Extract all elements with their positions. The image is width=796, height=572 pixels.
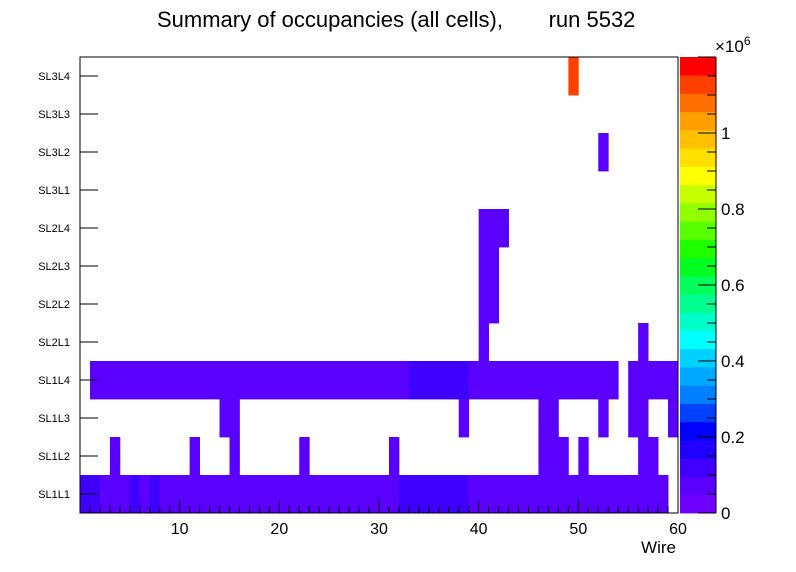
heatmap-cells <box>80 57 679 514</box>
heatmap-cell-sl1l1 <box>448 475 470 514</box>
heatmap-cell-sl1l2 <box>109 437 121 476</box>
heatmap-cell-sl3l2 <box>598 133 609 172</box>
palette-swatch <box>680 166 716 186</box>
z-tick-label: 0.4 <box>721 352 745 371</box>
heatmap-cell-sl1l2 <box>578 437 589 476</box>
wire-axis: 10 20 30 40 50 60 <box>79 500 687 538</box>
layer-label: SL3L2 <box>38 147 70 159</box>
palette-swatch <box>680 202 716 222</box>
layer-label: SL1L2 <box>38 451 70 463</box>
palette-swatch <box>680 129 716 149</box>
heatmap-cell-sl1l3 <box>628 399 649 438</box>
palette-swatch <box>680 476 716 496</box>
layer-label: SL3L4 <box>38 71 70 83</box>
layer-label: SL2L4 <box>38 223 70 235</box>
palette-swatch <box>680 93 716 113</box>
palette-swatch <box>680 257 716 277</box>
x-tick-label: 50 <box>569 521 587 538</box>
z-tick-label: 0.8 <box>721 200 745 219</box>
palette-swatch <box>680 440 716 459</box>
z-tick-label: 1 <box>721 124 730 143</box>
heatmap-cell-sl1l3 <box>219 399 240 438</box>
heatmap-cell-sl1l2 <box>189 437 200 476</box>
palette-swatch <box>680 148 716 167</box>
heatmap-cell-sl1l1 <box>438 475 450 514</box>
heatmap-cell-sl2l1 <box>638 323 649 362</box>
x-tick-label: 60 <box>669 521 687 538</box>
heatmap-cell-sl2l3 <box>478 247 499 286</box>
palette-swatch <box>680 184 716 204</box>
heatmap-cell-sl1l4 <box>408 361 450 400</box>
z-multiplier-label: ×106 <box>715 34 751 56</box>
palette-swatch <box>680 403 716 423</box>
heatmap-cell-sl1l4 <box>628 361 679 400</box>
run-label: run 5532 <box>549 7 636 32</box>
palette-swatch <box>680 312 716 331</box>
x-tick-label: 10 <box>171 521 189 538</box>
color-scale <box>680 57 716 514</box>
palette-swatch <box>680 367 716 386</box>
palette-swatch <box>680 221 716 240</box>
heatmap-cell-sl1l1 <box>99 475 131 514</box>
heatmap-cell-sl1l3 <box>458 399 470 438</box>
x-tick-label: 20 <box>270 521 288 538</box>
heatmap-cell-sl2l2 <box>478 285 499 324</box>
palette-swatch <box>680 385 716 404</box>
heatmap-cell-sl1l2 <box>388 437 400 476</box>
palette-swatch <box>680 75 716 94</box>
heatmap-cell-sl2l4 <box>478 209 509 248</box>
heatmap-cell-sl1l1 <box>139 475 151 514</box>
heatmap-cell-sl1l2 <box>299 437 310 476</box>
layer-label: SL2L2 <box>38 299 70 311</box>
heatmap-cell-sl1l1 <box>149 475 161 514</box>
layer-axis: SL1L1 SL1L2 SL1L3 SL1L4 SL2L1 SL2L2 SL2L3 SL2L4… <box>38 71 98 501</box>
palette-swatch <box>680 330 716 350</box>
layer-label: SL2L3 <box>38 261 70 273</box>
z-tick-label: 0.6 <box>721 276 745 295</box>
heatmap-cell-sl2l1 <box>478 323 490 362</box>
layer-label: SL3L3 <box>38 109 70 121</box>
layer-label: SL2L1 <box>38 337 70 349</box>
palette-swatch <box>680 57 716 76</box>
layer-label: SL1L1 <box>38 489 70 501</box>
x-tick-label: 40 <box>470 521 488 538</box>
layer-label: SL3L1 <box>38 185 70 197</box>
heatmap-cell-sl1l3 <box>538 399 559 438</box>
heatmap-cell-sl1l3 <box>598 399 609 438</box>
heatmap-cell-sl3l4 <box>568 57 579 96</box>
palette-swatch <box>680 494 716 514</box>
z-tick-label: 0.2 <box>721 428 745 447</box>
heatmap-cell-sl1l1 <box>129 475 141 514</box>
color-scale-axis: 0 0.2 0.4 0.6 0.8 1 <box>698 56 745 523</box>
palette-swatch <box>680 111 716 131</box>
palette-swatch <box>680 239 716 259</box>
heatmap-cell-sl1l4 <box>458 361 470 400</box>
heatmap-cell-sl1l3 <box>668 399 679 438</box>
palette-swatch <box>680 458 716 477</box>
layer-label: SL1L4 <box>38 375 70 387</box>
heatmap-cell-sl1l2 <box>229 437 240 476</box>
x-axis-label: Wire <box>641 538 676 557</box>
heatmap-cell-sl1l2 <box>538 437 569 476</box>
chart-title: Summary of occupancies (all cells), <box>157 7 503 32</box>
heatmap-cell-sl1l2 <box>638 437 659 476</box>
x-tick-label: 30 <box>370 521 388 538</box>
z-tick-label: 0 <box>721 504 730 523</box>
layer-label: SL1L3 <box>38 413 70 425</box>
heatmap-cell-sl1l4 <box>468 361 619 400</box>
heatmap-cell-sl1l4 <box>448 361 460 400</box>
palette-swatch <box>680 348 716 368</box>
heatmap-cell-sl1l4 <box>89 361 410 400</box>
palette-swatch <box>680 294 716 313</box>
palette-swatch <box>680 421 716 441</box>
